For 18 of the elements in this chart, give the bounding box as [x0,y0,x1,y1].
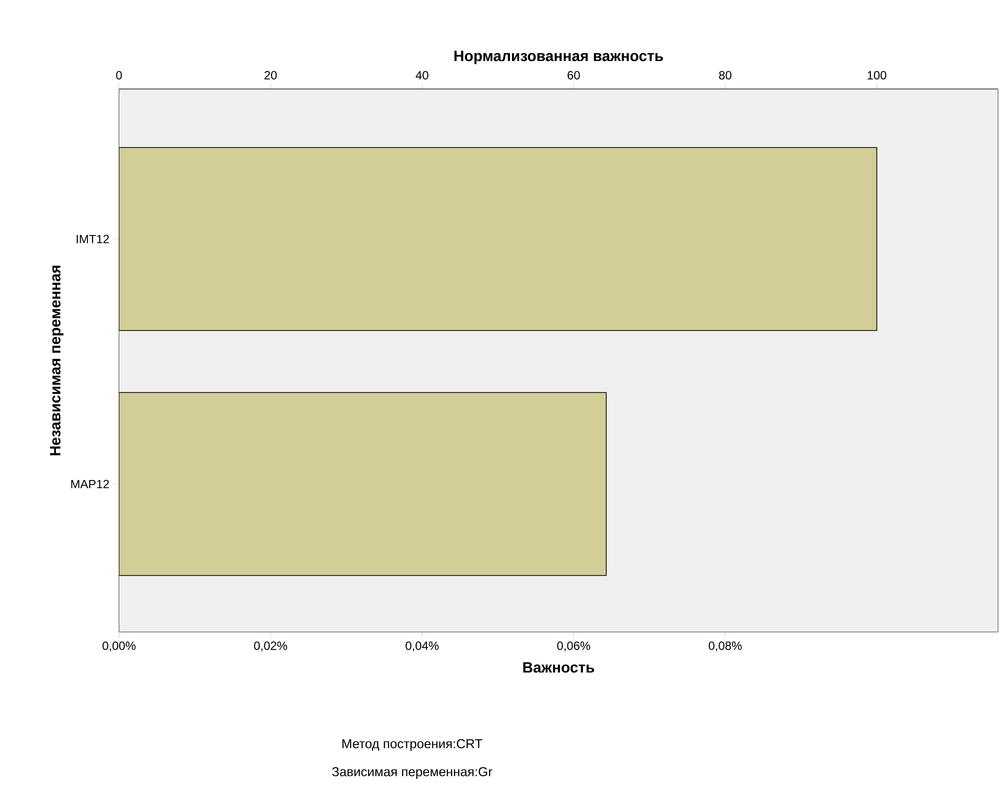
x2-tick-label: 100 [868,71,886,80]
y-tick-label: MAP12 [71,480,109,488]
y-tick-label: IMT12 [76,234,109,244]
x-tick-label: 0,02% [254,642,288,652]
x-tick-label: 0,00% [102,642,136,652]
text: Метод построения:CRT [342,739,482,751]
x2-tick-label: 80 [719,71,732,80]
x2-axis-title: Нормализованная важность [454,50,663,64]
y-axis-title: Независимая переменная [50,266,64,456]
x-tick-label: 0,08% [708,642,742,652]
x2-tick-label: 20 [264,71,277,80]
x-tick-label: 0,06% [557,642,590,652]
x-axis-title: Важность [523,662,594,673]
text: Зависимая переменная:Gr [332,767,492,779]
x2-tick-label: 60 [568,71,580,80]
x2-tick-label: 40 [416,71,428,80]
x-tick-label: 0,04% [406,642,439,652]
x2-tick-label: 0 [116,71,122,80]
